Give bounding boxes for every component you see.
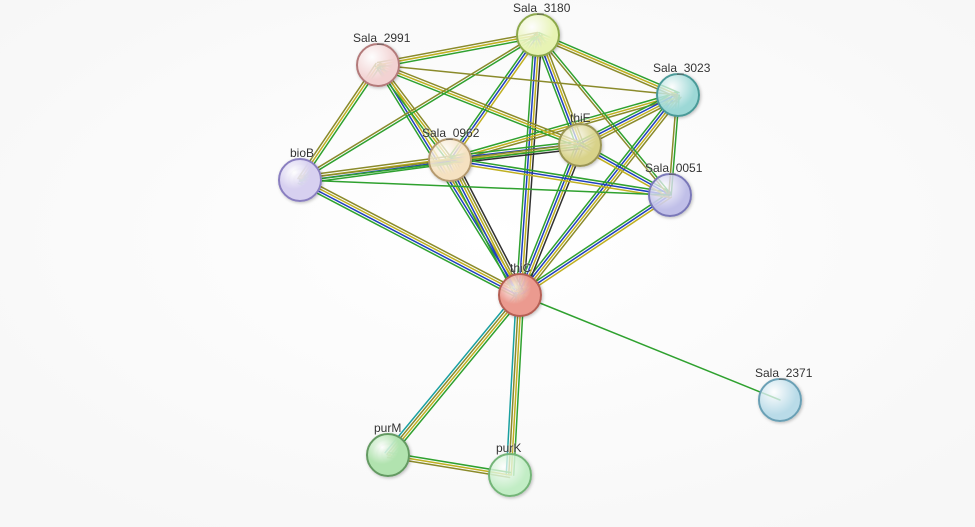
- node-thiE[interactable]: [558, 123, 602, 167]
- edge: [516, 35, 534, 295]
- edge: [300, 156, 450, 176]
- edge: [391, 297, 523, 457]
- node-purM[interactable]: [366, 433, 410, 477]
- edge: [523, 146, 583, 296]
- edge: [298, 183, 518, 298]
- node-Sala_3023[interactable]: [656, 73, 700, 117]
- edge: [519, 193, 669, 293]
- edge: [519, 35, 537, 295]
- node-purK[interactable]: [488, 453, 532, 497]
- edge: [302, 177, 522, 292]
- edge: [301, 36, 539, 181]
- node-label-purM: purM: [374, 421, 401, 435]
- node-Sala_0051[interactable]: [648, 173, 692, 217]
- node-label-Sala_2991: Sala_2991: [353, 31, 410, 45]
- network-canvas: Sala_3180 Sala_2991 Sala_3023 thiE Sala_0962…: [0, 0, 975, 527]
- edge: [385, 293, 517, 453]
- node-label-thiE: thiE: [570, 111, 591, 125]
- edge: [300, 164, 450, 184]
- node-label-purK: purK: [496, 441, 521, 455]
- edge: [521, 35, 539, 295]
- node-label-Sala_3023: Sala_3023: [653, 61, 710, 75]
- edge: [301, 179, 521, 294]
- edge: [389, 296, 521, 456]
- node-label-Sala_0051: Sala_0051: [645, 161, 702, 175]
- edge: [379, 63, 581, 143]
- edges-layer: [0, 0, 975, 527]
- edge: [378, 65, 678, 95]
- edge: [387, 294, 519, 454]
- node-label-Sala_3180: Sala_3180: [513, 1, 570, 15]
- edge: [299, 34, 537, 179]
- edge: [450, 35, 538, 160]
- edge: [452, 36, 540, 161]
- node-Sala_3180[interactable]: [516, 13, 560, 57]
- node-Sala_2371[interactable]: [758, 378, 802, 422]
- edge: [450, 158, 670, 193]
- edge: [520, 195, 670, 295]
- edge: [299, 181, 519, 296]
- node-thiC[interactable]: [498, 273, 542, 317]
- edge: [524, 35, 542, 295]
- node-label-bioB: bioB: [290, 146, 314, 160]
- edge: [520, 295, 780, 400]
- node-label-Sala_0962: Sala_0962: [422, 126, 479, 140]
- node-label-thiC: thiC: [510, 261, 531, 275]
- node-label-Sala_2371: Sala_2371: [755, 366, 812, 380]
- edge: [450, 160, 670, 195]
- edge: [521, 197, 671, 297]
- edge: [450, 162, 670, 197]
- node-Sala_2991[interactable]: [356, 43, 400, 87]
- node-bioB[interactable]: [278, 158, 322, 202]
- edge: [300, 180, 670, 195]
- node-Sala_0962[interactable]: [428, 138, 472, 182]
